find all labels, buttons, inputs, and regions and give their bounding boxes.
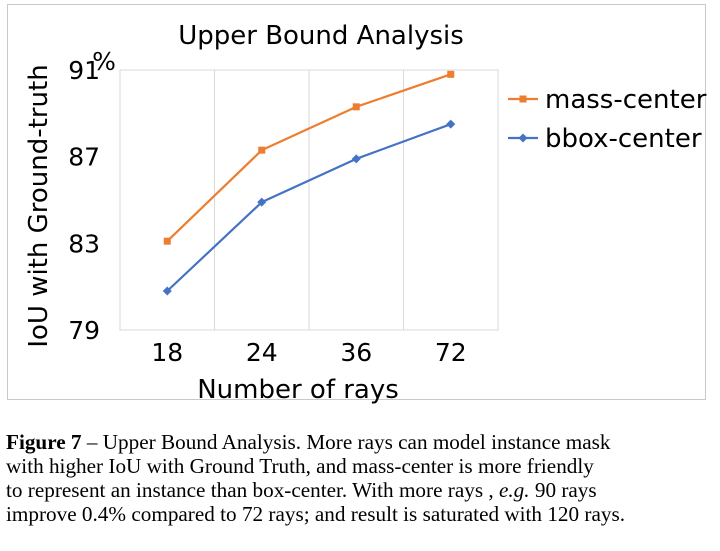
y-tick-label: 91 <box>68 56 100 85</box>
y-tick-labels: 79 83 87 91 <box>68 56 100 345</box>
line-chart: Upper Bound Analysis % IoU with Ground-t… <box>24 21 707 405</box>
caption-line-2: with higher IoU with Ground Truth, and m… <box>6 454 594 478</box>
caption-line-3b: 90 rays <box>534 478 597 502</box>
bbox-center-point <box>257 197 267 207</box>
caption-dash: – <box>86 430 98 454</box>
y-tick-label: 79 <box>68 316 100 345</box>
x-tick-label: 72 <box>435 338 467 367</box>
mass-center-point <box>352 103 360 111</box>
legend-label-mass-center: mass-center <box>545 85 707 115</box>
y-tick-label: 83 <box>68 229 100 258</box>
legend: mass-center bbox-center <box>508 85 707 154</box>
legend-marker-mass-center <box>519 95 527 103</box>
x-axis-label: Number of rays <box>197 375 399 405</box>
series-layer <box>162 70 456 296</box>
caption-line-1: Upper Bound Analysis. More rays can mode… <box>102 430 611 454</box>
mass-center-point <box>447 70 455 78</box>
legend-marker-bbox-center <box>518 133 528 143</box>
y-tick-label: 87 <box>68 143 100 172</box>
mass-center-point <box>258 146 266 154</box>
y-unit-label: % <box>92 47 116 76</box>
x-tick-label: 36 <box>340 338 372 367</box>
bbox-center-point <box>162 286 172 296</box>
caption-line-4: improve 0.4% compared to 72 rays; and re… <box>6 502 625 526</box>
bbox-center-point <box>446 119 456 129</box>
figure-caption: Figure 7 – Upper Bound Analysis. More ra… <box>6 430 718 526</box>
caption-line-3: to represent an instance than box-center… <box>6 478 494 502</box>
legend-label-bbox-center: bbox-center <box>545 124 702 154</box>
x-tick-labels: 18 24 36 72 <box>151 338 466 367</box>
caption-label: Figure 7 <box>6 430 82 454</box>
chart-title: Upper Bound Analysis <box>178 21 464 51</box>
x-tick-label: 24 <box>246 338 278 367</box>
mass-center-point <box>163 237 171 245</box>
grid-layer <box>119 69 499 331</box>
y-axis-label: IoU with Ground-truth <box>24 64 54 347</box>
mass-center-line <box>166 73 452 242</box>
caption-eg: e.g. <box>498 478 530 502</box>
bbox-center-line <box>166 123 452 292</box>
x-tick-label: 18 <box>151 338 183 367</box>
bbox-center-point <box>351 154 361 164</box>
